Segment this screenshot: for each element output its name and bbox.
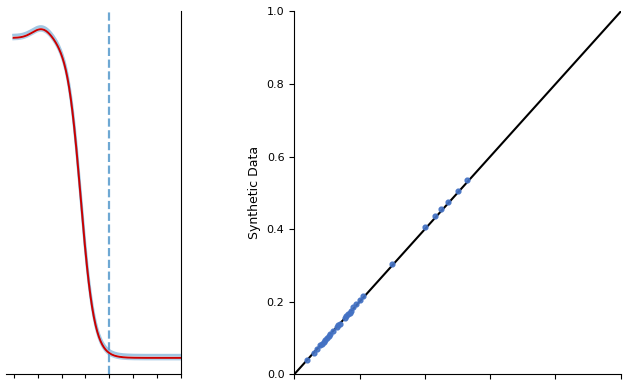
Point	[348, 304, 358, 310]
Point	[312, 346, 322, 352]
Point	[358, 293, 368, 299]
Point	[335, 320, 345, 327]
Point	[316, 342, 326, 348]
Point	[341, 313, 351, 319]
Point	[308, 350, 319, 356]
Point	[340, 315, 350, 321]
Point	[346, 308, 356, 314]
Point	[344, 309, 355, 316]
Point	[319, 338, 329, 345]
Point	[387, 261, 397, 267]
Point	[328, 328, 339, 334]
Point	[302, 357, 312, 363]
Point	[429, 214, 440, 220]
Point	[420, 224, 430, 230]
Point	[462, 177, 472, 183]
Point	[323, 333, 333, 339]
Point	[355, 297, 365, 303]
Point	[322, 335, 332, 341]
Point	[320, 337, 330, 343]
Point	[343, 311, 353, 317]
Point	[332, 324, 342, 330]
Point	[317, 340, 327, 346]
Point	[443, 199, 453, 205]
Point	[325, 331, 335, 338]
Point	[436, 206, 446, 212]
Point	[333, 322, 344, 329]
Point	[351, 301, 362, 307]
Y-axis label: Synthetic Data: Synthetic Data	[248, 146, 261, 240]
Point	[452, 188, 463, 194]
